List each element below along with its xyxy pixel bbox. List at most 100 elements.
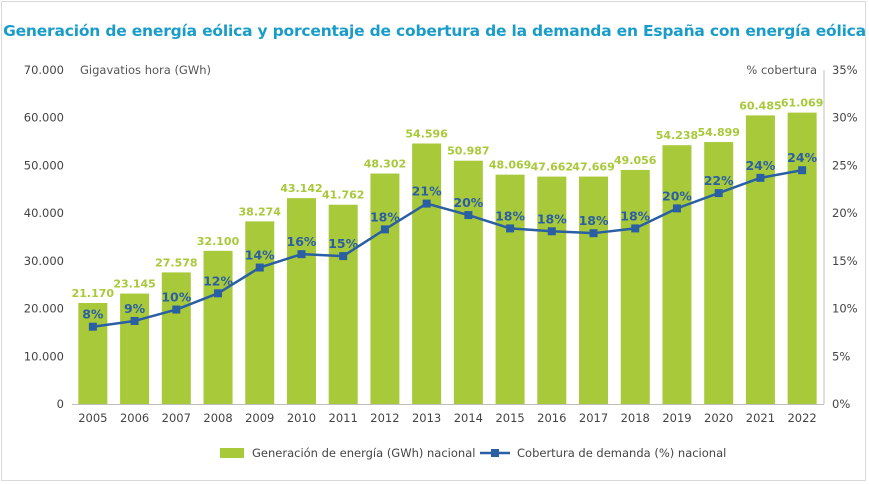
x-tick-label: 2020 <box>704 411 733 425</box>
x-tick-label: 2012 <box>370 411 399 425</box>
line-value-label: 10% <box>161 290 191 305</box>
line-value-label: 15% <box>328 236 358 251</box>
bar <box>453 160 483 404</box>
bar <box>78 302 108 404</box>
line-value-label: 12% <box>203 273 233 288</box>
y-tick-label: 70.000 <box>24 63 64 77</box>
y2-tick-label: 0% <box>832 397 850 411</box>
x-tick-label: 2007 <box>162 411 191 425</box>
y-tick-label: 10.000 <box>24 349 64 363</box>
line-value-label: 24% <box>787 150 817 165</box>
y-tick-label: 40.000 <box>24 206 64 220</box>
bar <box>745 115 775 404</box>
x-tick-label: 2021 <box>746 411 775 425</box>
bar <box>370 173 400 404</box>
line-point <box>88 322 97 331</box>
y2-tick-label: 20% <box>832 206 858 220</box>
y2-axis-title: % cobertura <box>746 63 817 77</box>
line-value-label: 14% <box>245 248 275 263</box>
y2-tick-label: 15% <box>832 254 858 268</box>
x-tick-label: 2018 <box>621 411 650 425</box>
line-series: 8% 9% 10% 12% 14% 16% 15% 18% 21% 20% 18% 18% 18% 18%… <box>82 150 818 331</box>
line-point <box>672 204 681 213</box>
line-value-label: 16% <box>287 234 317 249</box>
line-value-label: 20% <box>453 195 483 210</box>
y2-tick-label: 5% <box>832 349 850 363</box>
line-point <box>506 224 515 233</box>
bar-value-label: 54.238 <box>656 129 698 142</box>
bar-value-label: 48.069 <box>489 159 531 172</box>
x-tick-label: 2022 <box>787 411 816 425</box>
bar <box>161 272 191 404</box>
bar-value-label: 50.987 <box>447 145 489 158</box>
bar <box>495 174 525 404</box>
line-point <box>547 227 556 236</box>
line-point <box>631 224 640 233</box>
line-point <box>172 305 181 314</box>
x-tick-label: 2011 <box>329 411 358 425</box>
line-value-label: 22% <box>704 173 734 188</box>
line-point <box>464 211 473 220</box>
x-tick-label: 2016 <box>537 411 566 425</box>
line-value-label: 18% <box>537 211 567 226</box>
legend-bar-label: Generación de energía (GWh) nacional <box>252 446 475 460</box>
bar <box>662 145 692 404</box>
bar-value-label: 48.302 <box>364 158 406 171</box>
x-tick-label: 2015 <box>495 411 524 425</box>
y-tick-label: 0 <box>57 397 64 411</box>
x-tick-label: 2010 <box>287 411 316 425</box>
bar <box>412 143 442 404</box>
bar-value-label: 32.100 <box>197 235 240 248</box>
x-tick-label: 2017 <box>579 411 608 425</box>
line-point <box>798 166 807 175</box>
y2-tick-label: 35% <box>832 63 858 77</box>
line-point <box>214 289 223 298</box>
line-point <box>255 263 264 272</box>
x-tick-label: 2019 <box>662 411 691 425</box>
x-tick-label: 2014 <box>454 411 483 425</box>
line-point <box>589 229 598 238</box>
line-value-label: 9% <box>124 301 146 316</box>
bar-value-label: 23.145 <box>113 278 155 291</box>
bar-value-label: 21.170 <box>72 287 115 300</box>
bar <box>704 142 734 404</box>
bar <box>620 169 650 404</box>
y2-tick-label: 30% <box>832 111 858 125</box>
legend-line-label: Cobertura de demanda (%) nacional <box>517 446 726 460</box>
line-point <box>714 189 723 198</box>
x-tick-label: 2005 <box>78 411 107 425</box>
y2-tick-label: 10% <box>832 302 858 316</box>
bar-value-label: 38.274 <box>239 205 282 218</box>
line-point <box>130 316 139 325</box>
legend-bar-swatch <box>220 448 244 458</box>
bar-value-label: 49.056 <box>614 154 657 167</box>
bar <box>537 176 567 404</box>
bar-value-label: 27.578 <box>155 256 197 269</box>
line-value-label: 18% <box>579 213 609 228</box>
line-value-label: 18% <box>370 209 400 224</box>
y-tick-label: 20.000 <box>24 302 64 316</box>
x-tick-label: 2008 <box>203 411 232 425</box>
line-value-label: 20% <box>662 188 692 203</box>
line-value-label: 18% <box>620 208 650 223</box>
bar-value-label: 47.662 <box>531 161 573 174</box>
line-value-label: 21% <box>412 184 442 199</box>
line-value-label: 8% <box>82 307 104 322</box>
y2-axis: 0% 5% 10% 15% 20% 25% 30% 35% <box>823 63 858 411</box>
bar <box>203 250 233 404</box>
line-point <box>422 199 431 208</box>
x-axis: 2005 2006 2007 2008 2009 2010 2011 2012 2013 2014… <box>72 404 824 425</box>
legend-line-marker <box>491 449 499 457</box>
chart-title: Generación de energía eólica y porcentaj… <box>3 22 866 40</box>
y-tick-label: 50.000 <box>24 158 64 172</box>
x-tick-label: 2006 <box>120 411 149 425</box>
bar-value-label: 54.899 <box>697 126 739 139</box>
bar <box>328 204 358 404</box>
bar-value-label: 60.485 <box>739 99 781 112</box>
bar <box>579 176 609 404</box>
line-value-label: 24% <box>745 158 775 173</box>
line-point <box>297 250 306 259</box>
bar-value-label: 41.762 <box>322 189 364 202</box>
